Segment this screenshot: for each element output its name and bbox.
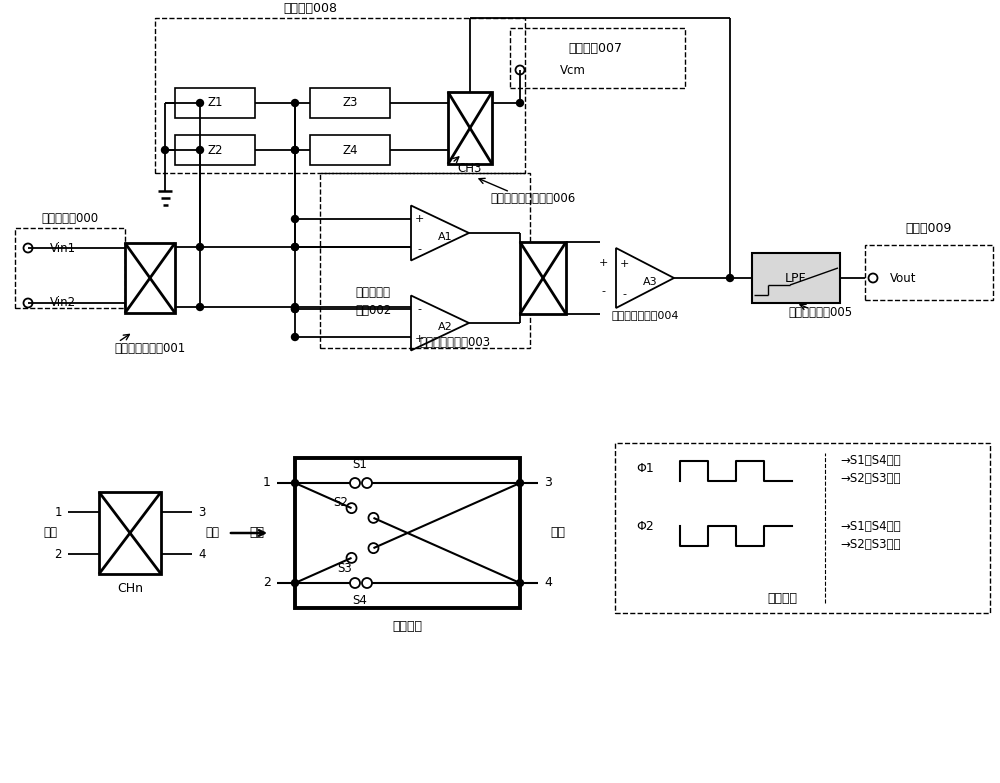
Text: Vin1: Vin1 xyxy=(50,241,76,254)
Circle shape xyxy=(292,305,298,312)
Text: 低通滤波电路005: 低通滤波电路005 xyxy=(788,306,852,319)
Text: Vcm: Vcm xyxy=(560,63,586,77)
Text: S2: S2 xyxy=(333,496,348,510)
Bar xyxy=(448,92,492,164)
Text: 电路002: 电路002 xyxy=(355,305,391,317)
Circle shape xyxy=(196,244,204,251)
Text: CHn: CHn xyxy=(117,582,143,594)
Text: +: + xyxy=(414,334,424,344)
Text: 输入: 输入 xyxy=(250,526,264,539)
Text: 3: 3 xyxy=(198,506,206,518)
Text: -: - xyxy=(601,286,605,296)
Text: 2: 2 xyxy=(54,547,62,561)
Text: 输出端009: 输出端009 xyxy=(906,222,952,234)
Circle shape xyxy=(292,579,298,586)
Text: →S2、S3关断: →S2、S3关断 xyxy=(840,472,900,485)
Circle shape xyxy=(196,304,204,311)
Circle shape xyxy=(292,146,298,153)
Circle shape xyxy=(516,479,524,486)
Bar xyxy=(125,243,175,313)
Bar xyxy=(175,135,255,165)
Text: 第二级放大电路004: 第二级放大电路004 xyxy=(611,310,679,320)
Text: 第一级放大: 第一级放大 xyxy=(355,287,390,300)
Text: -: - xyxy=(417,244,421,254)
Circle shape xyxy=(516,579,524,586)
Text: 3: 3 xyxy=(544,477,552,489)
Text: A1: A1 xyxy=(438,232,452,242)
Text: →S1、S4导通: →S1、S4导通 xyxy=(840,454,901,467)
Text: 输出: 输出 xyxy=(550,526,566,539)
Circle shape xyxy=(292,215,298,222)
Text: +: + xyxy=(414,214,424,224)
Text: 4: 4 xyxy=(198,547,206,561)
Text: Z3: Z3 xyxy=(342,96,358,110)
Text: Φ2: Φ2 xyxy=(636,519,654,532)
Bar xyxy=(175,88,255,118)
Bar xyxy=(310,88,390,118)
Bar xyxy=(155,18,525,173)
Text: LPF: LPF xyxy=(785,272,807,284)
Text: 第一级斩波开关001: 第一级斩波开关001 xyxy=(114,341,186,355)
Text: +: + xyxy=(598,258,608,268)
Circle shape xyxy=(292,99,298,106)
Circle shape xyxy=(292,334,298,341)
Bar xyxy=(99,492,161,574)
Circle shape xyxy=(292,146,298,153)
Bar xyxy=(310,135,390,165)
Text: A2: A2 xyxy=(438,322,452,332)
Text: CH3: CH3 xyxy=(458,161,482,175)
Text: 斩波开关: 斩波开关 xyxy=(392,619,422,633)
Text: S1: S1 xyxy=(353,459,367,471)
Bar xyxy=(752,253,840,303)
Text: →S2、S3导通: →S2、S3导通 xyxy=(840,537,900,550)
Circle shape xyxy=(726,275,734,282)
Bar xyxy=(295,458,520,608)
Text: 4: 4 xyxy=(544,576,552,590)
Text: A3: A3 xyxy=(643,277,657,287)
Text: Φ1: Φ1 xyxy=(636,461,654,474)
Bar xyxy=(320,173,530,348)
Text: 反馈网络008: 反馈网络008 xyxy=(283,2,337,15)
Circle shape xyxy=(162,146,168,153)
Bar xyxy=(865,245,993,300)
Text: 1: 1 xyxy=(54,506,62,518)
Circle shape xyxy=(292,305,298,312)
Text: -: - xyxy=(622,289,626,299)
Circle shape xyxy=(196,146,204,153)
Circle shape xyxy=(292,244,298,251)
Text: 输入: 输入 xyxy=(43,526,57,539)
Text: 负反馈环路斩波开关006: 负反馈环路斩波开关006 xyxy=(490,192,575,204)
Circle shape xyxy=(292,304,298,311)
Circle shape xyxy=(292,244,298,251)
Text: +: + xyxy=(619,259,629,269)
Text: 1: 1 xyxy=(263,477,271,489)
Text: Z4: Z4 xyxy=(342,143,358,157)
Text: Vin2: Vin2 xyxy=(50,297,76,309)
Text: 差分输入端000: 差分输入端000 xyxy=(41,211,99,225)
Text: 共模电压007: 共模电压007 xyxy=(568,41,622,55)
Text: 输出: 输出 xyxy=(205,526,219,539)
Text: Z2: Z2 xyxy=(207,143,223,157)
Circle shape xyxy=(516,99,524,106)
Text: 斩波信号: 斩波信号 xyxy=(767,593,797,605)
Circle shape xyxy=(196,99,204,106)
Text: Z1: Z1 xyxy=(207,96,223,110)
Text: 第二级斩波开关003: 第二级斩波开关003 xyxy=(419,337,491,349)
Bar xyxy=(510,28,685,88)
Text: S4: S4 xyxy=(353,594,367,608)
Circle shape xyxy=(292,479,298,486)
Bar xyxy=(615,443,990,613)
Text: 2: 2 xyxy=(263,576,271,590)
Text: Vout: Vout xyxy=(890,272,916,284)
Bar xyxy=(15,228,125,308)
Bar xyxy=(520,242,566,314)
Text: S3: S3 xyxy=(337,561,352,575)
Text: →S1、S4关断: →S1、S4关断 xyxy=(840,519,901,532)
Text: -: - xyxy=(417,304,421,314)
